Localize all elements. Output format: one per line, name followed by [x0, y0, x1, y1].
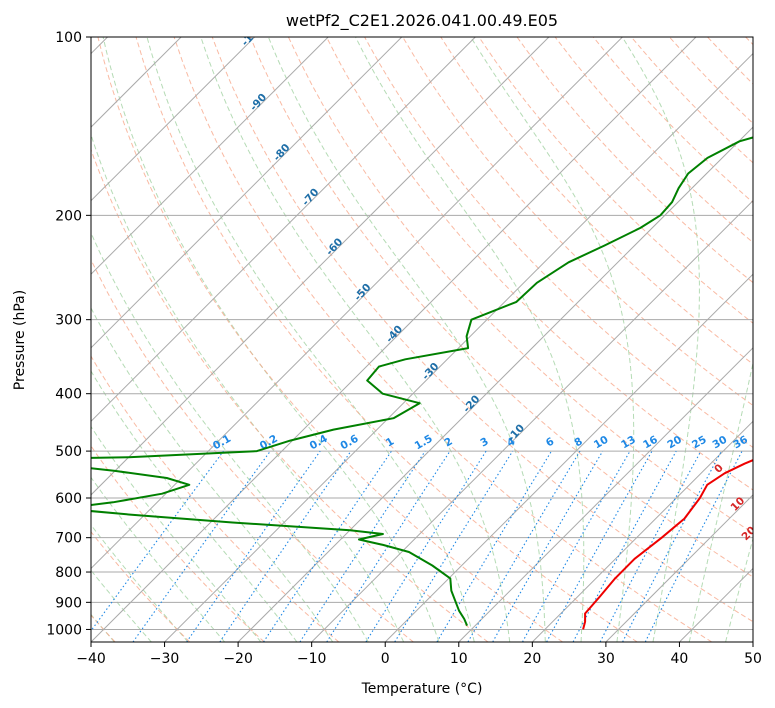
x-axis: −40 −30 −20 −10 0 10 20 30 40 50: [76, 642, 762, 667]
isotherm-line: [91, 37, 697, 642]
moist-adiabat-line: [267, 37, 546, 642]
dry-adiabat-line: [97, 37, 563, 642]
mixing-ratio-line: [492, 450, 604, 642]
y-tick-label: 300: [55, 313, 82, 329]
mixing-ratio-line: [467, 450, 581, 642]
x-tick-label: 20: [523, 651, 541, 667]
isotherm-line: [91, 37, 256, 202]
plot-background: [91, 37, 753, 642]
mixing-ratio-line: [263, 450, 392, 642]
isotherm-line: [91, 37, 550, 496]
x-tick-label: 10: [450, 651, 468, 667]
dewpoint-profile-line: [91, 136, 753, 626]
plot-frame: [90, 36, 754, 643]
x-tick-label: −10: [297, 651, 327, 667]
y-tick-label: 100: [55, 30, 82, 46]
dry-adiabat-line: [135, 37, 638, 642]
mixing-ratio-line: [436, 450, 552, 642]
isotherm-line: [752, 641, 753, 642]
mixing-ratio-line: [299, 450, 426, 642]
moist-adiabat-line: [725, 536, 753, 642]
dry-adiabat-line: [249, 37, 753, 578]
mixing-ratio-line: [186, 450, 321, 642]
x-tick-label: 50: [744, 651, 762, 667]
y-tick-label: 600: [55, 491, 82, 507]
mixing-ratio-line: [219, 450, 352, 642]
dry-adiabat-line: [402, 37, 753, 407]
y-axis: 100 200 300 400 500 600 700 800 900 1000: [46, 30, 91, 638]
y-tick-label: 200: [55, 208, 82, 224]
moist-adiabat-line: [200, 37, 511, 642]
mixing-ratio-line: [546, 450, 653, 642]
mixing-ratio-line: [394, 450, 514, 642]
isotherm-line: [91, 37, 476, 423]
dry-adiabat-label: -100: [239, 21, 266, 49]
mixing-ratio-line: [132, 450, 271, 642]
temperature-profile-line: [582, 459, 753, 630]
chart-title: wetPf2_C2E1.2026.041.00.49.E05: [286, 11, 558, 31]
moist-adiabat-line: [355, 37, 585, 642]
x-tick-label: −30: [150, 651, 180, 667]
dry-adiabat-line: [516, 37, 753, 284]
y-tick-label: 900: [55, 595, 82, 611]
dry-adiabat-line: [478, 37, 753, 324]
moist-adiabat-line: [91, 307, 334, 642]
y-tick-label: 700: [55, 531, 82, 547]
dry-adiabat-line: [91, 445, 265, 642]
x-tick-label: 40: [671, 651, 689, 667]
x-tick-label: 30: [597, 651, 615, 667]
moist-adiabat-label: 30: [752, 554, 771, 573]
moist-adiabat-line: [688, 360, 753, 642]
isotherm-line: [605, 494, 753, 642]
x-tick-label: −20: [223, 651, 253, 667]
isotherm-line: [91, 37, 403, 349]
moist-adiabat-line: [91, 425, 262, 642]
y-axis-label: Pressure (hPa): [12, 290, 28, 390]
moist-adiabat-line: [91, 476, 225, 642]
dry-adiabat-line: [326, 37, 753, 491]
moist-adiabat-line: [91, 133, 405, 642]
isotherm-line: [91, 37, 623, 570]
y-tick-label: 800: [55, 565, 82, 581]
x-tick-label: 0: [381, 651, 390, 667]
y-tick-label: 400: [55, 387, 82, 403]
sounding-series: [91, 136, 753, 630]
y-tick-label: 1000: [46, 622, 82, 638]
mixing-ratio-line: [644, 450, 743, 642]
isotherm-line: [311, 199, 753, 642]
dry-adiabat-line: [91, 531, 191, 642]
y-tick-label: 500: [55, 444, 82, 460]
moist-adiabat-line: [146, 37, 475, 642]
isotherm-line: [237, 126, 753, 642]
isotherm-line: [531, 420, 753, 642]
dry-adiabat-line: [91, 148, 489, 642]
moist-adiabat-line: [102, 37, 440, 642]
isotherm-line: [384, 273, 753, 642]
dry-adiabat-line: [211, 37, 753, 623]
x-tick-label: −40: [76, 651, 106, 667]
mixing-ratio-line: [522, 450, 631, 642]
moist-adiabat-line: [91, 231, 369, 642]
background-reference-lines: [91, 37, 753, 642]
isotherm-line: [458, 347, 753, 642]
moist-adiabat-line: [621, 37, 700, 642]
moist-adiabat-label: 40: [763, 585, 775, 604]
isotherm-line: [91, 37, 329, 275]
x-axis-label: Temperature (°C): [361, 681, 483, 697]
